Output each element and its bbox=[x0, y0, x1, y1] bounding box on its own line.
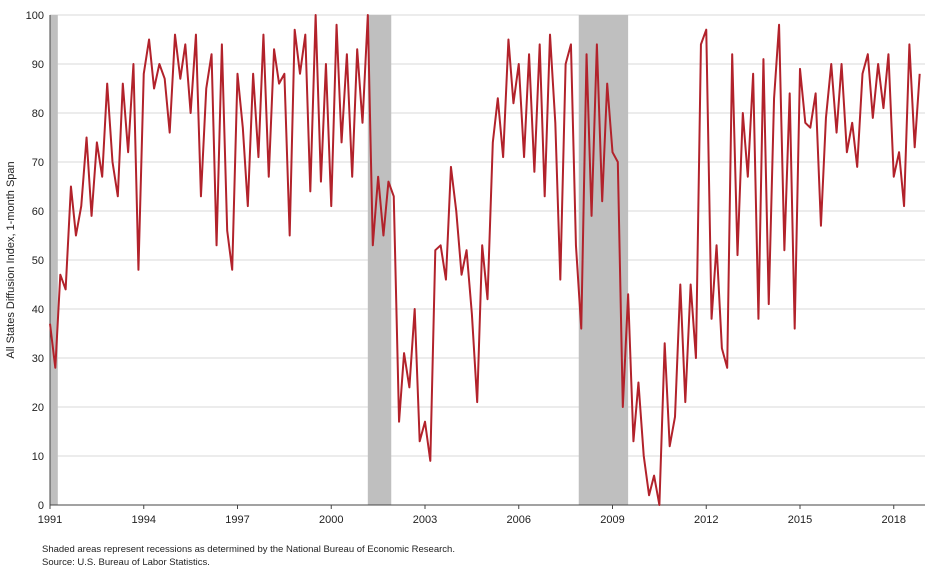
note: Shaded areas represent recessions as det… bbox=[42, 544, 455, 555]
x-tick-label: 2018 bbox=[882, 514, 906, 526]
x-tick-label: 1997 bbox=[225, 514, 249, 526]
y-tick-label: 80 bbox=[32, 108, 44, 120]
x-tick-label: 1991 bbox=[38, 514, 62, 526]
note: Source: U.S. Bureau of Labor Statistics. bbox=[42, 557, 210, 568]
y-tick-label: 50 bbox=[32, 255, 44, 267]
x-tick-label: 2015 bbox=[788, 514, 812, 526]
y-axis-label: All States Diffusion Index, 1-month Span bbox=[5, 161, 17, 358]
y-tick-label: 70 bbox=[32, 157, 44, 169]
y-tick-label: 90 bbox=[32, 59, 44, 71]
y-tick-label: 10 bbox=[32, 451, 44, 463]
x-tick-label: 2003 bbox=[413, 514, 437, 526]
x-tick-label: 2009 bbox=[600, 514, 624, 526]
recession-band bbox=[50, 15, 58, 505]
x-tick-label: 2006 bbox=[507, 514, 531, 526]
y-tick-label: 60 bbox=[32, 206, 44, 218]
x-tick-label: 1994 bbox=[132, 514, 156, 526]
recession-band bbox=[367, 15, 392, 505]
y-tick-label: 0 bbox=[38, 500, 44, 512]
y-tick-label: 40 bbox=[32, 304, 44, 316]
y-tick-label: 30 bbox=[32, 353, 44, 365]
y-tick-label: 100 bbox=[26, 10, 44, 22]
x-tick-label: 2000 bbox=[319, 514, 343, 526]
x-tick-label: 2012 bbox=[694, 514, 718, 526]
data-line bbox=[49, 14, 921, 506]
y-tick-label: 20 bbox=[32, 402, 44, 414]
